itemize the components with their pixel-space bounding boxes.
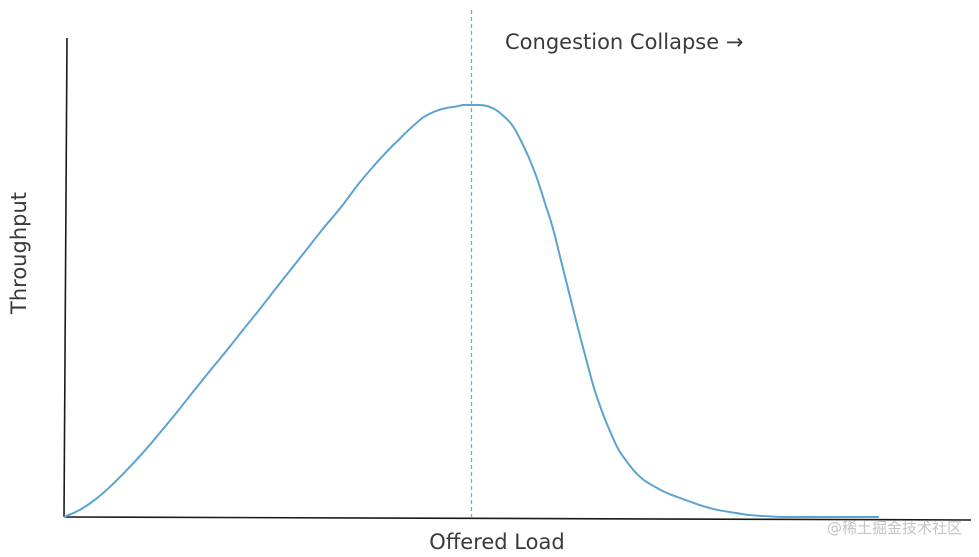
watermark: @稀土掘金技术社区	[827, 519, 962, 537]
annotation-label: Congestion Collapse →	[505, 30, 743, 54]
y-axis	[63, 37, 68, 518]
x-axis-label: Offered Load	[429, 530, 564, 554]
series-line-1	[63, 103, 879, 519]
series-group	[63, 103, 879, 519]
x-axis	[63, 516, 972, 521]
y-axis-label: Throughput	[7, 192, 31, 315]
